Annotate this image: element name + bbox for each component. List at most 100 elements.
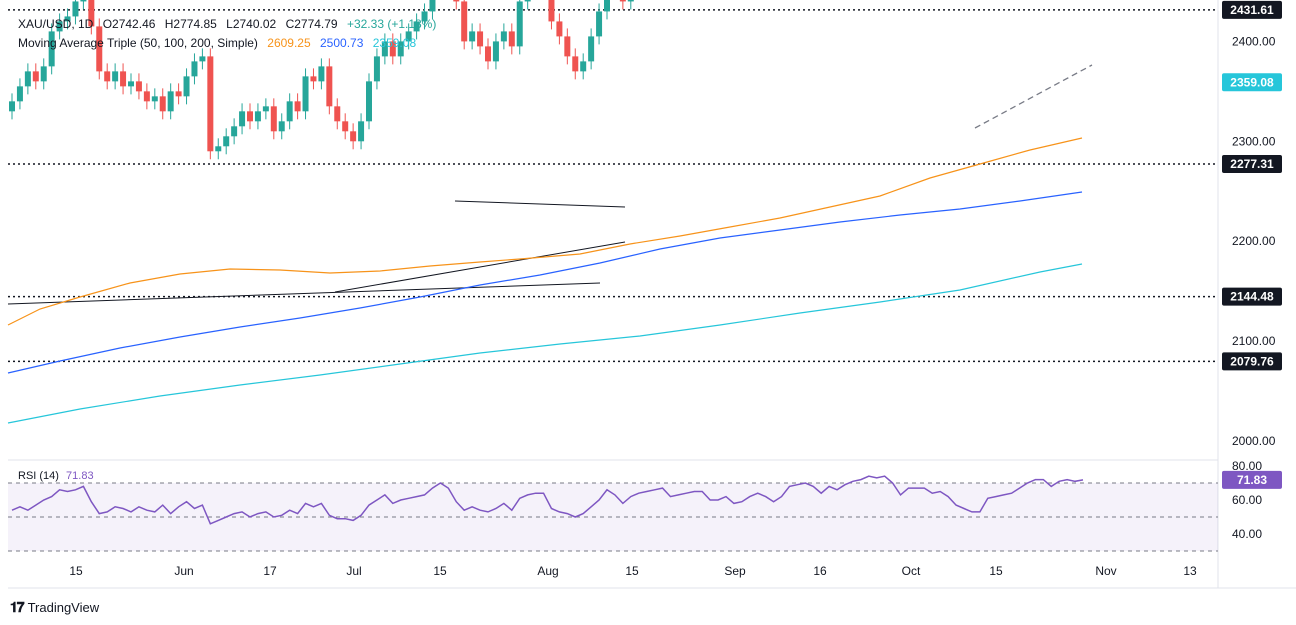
open-value: O2742.46 <box>102 17 156 31</box>
x-tick-label: Jul <box>346 564 361 578</box>
candle-body[interactable] <box>56 21 63 32</box>
rsi-value-badge-text: 71.83 <box>1237 473 1267 487</box>
candle-body[interactable] <box>627 0 634 2</box>
ma-label[interactable]: Moving Average Triple (50, 100, 200, Sim… <box>18 36 258 50</box>
candle-body[interactable] <box>80 0 87 2</box>
ma200-line <box>7 263 1083 424</box>
candle-body[interactable] <box>167 91 174 112</box>
candle-body[interactable] <box>572 56 579 72</box>
candle-body[interactable] <box>199 56 206 62</box>
candle-body[interactable] <box>207 56 214 152</box>
candle-body[interactable] <box>342 121 349 132</box>
candle-body[interactable] <box>516 1 523 47</box>
candle-body[interactable] <box>389 41 396 57</box>
candle-body[interactable] <box>461 1 468 42</box>
candle-body[interactable] <box>326 66 333 107</box>
candle-body[interactable] <box>32 71 39 82</box>
x-tick-label: Aug <box>537 564 558 578</box>
candle-body[interactable] <box>492 41 499 62</box>
ma-legend: Moving Average Triple (50, 100, 200, Sim… <box>18 36 422 50</box>
candle-body[interactable] <box>334 106 341 122</box>
candle-body[interactable] <box>9 101 15 112</box>
candle-body[interactable] <box>120 71 127 87</box>
candle-body[interactable] <box>381 41 388 57</box>
candle-body[interactable] <box>397 41 404 57</box>
candle-body[interactable] <box>469 31 476 42</box>
candle-body[interactable] <box>88 0 95 27</box>
trend-line <box>454 200 626 208</box>
rsi-value: 71.83 <box>66 470 94 482</box>
symbol-label[interactable]: XAU/USD, 1D <box>18 17 94 31</box>
candle-body[interactable] <box>366 81 372 122</box>
candle-body[interactable] <box>40 66 47 82</box>
symbol-ohlc-legend: XAU/USD, 1D O2742.46 H2774.85 L2740.02 C… <box>18 17 442 31</box>
candle-body[interactable] <box>231 126 238 137</box>
candle-body[interactable] <box>16 86 23 102</box>
candle-body[interactable] <box>318 66 325 82</box>
candle-body[interactable] <box>580 61 587 72</box>
candle-body[interactable] <box>254 111 261 122</box>
candle-body[interactable] <box>350 131 357 142</box>
candle-body[interactable] <box>159 96 166 112</box>
candle-body[interactable] <box>500 31 507 42</box>
rsi-label[interactable]: RSI (14) <box>18 470 59 482</box>
price-tick-label: 2000.00 <box>1232 434 1276 448</box>
ma50-value: 2609.25 <box>267 36 311 50</box>
candle-body[interactable] <box>524 0 531 2</box>
candle-body[interactable] <box>278 121 285 132</box>
candle-body[interactable] <box>373 56 380 82</box>
candle-body[interactable] <box>302 76 309 112</box>
candle-body[interactable] <box>429 0 436 12</box>
candle-body[interactable] <box>294 101 301 112</box>
candle-body[interactable] <box>48 31 55 67</box>
candle-body[interactable] <box>556 21 563 37</box>
candle-body[interactable] <box>596 11 603 37</box>
candle-body[interactable] <box>191 61 198 77</box>
candle-body[interactable] <box>239 111 246 127</box>
candle-body[interactable] <box>270 106 277 132</box>
candle-body[interactable] <box>310 76 317 82</box>
price-label-badge <box>1222 154 1282 173</box>
candle-body[interactable] <box>485 46 491 62</box>
tradingview-icon: 𝟏𝟕 <box>10 599 25 615</box>
candle-body[interactable] <box>564 36 571 57</box>
candle-body[interactable] <box>477 31 484 47</box>
candle-body[interactable] <box>104 71 111 82</box>
candle-body[interactable] <box>548 0 555 22</box>
candle-body[interactable] <box>588 36 595 62</box>
low-value: L2740.02 <box>226 17 277 31</box>
candle-body[interactable] <box>183 76 190 97</box>
candle-body[interactable] <box>112 71 119 82</box>
price-label-text: 2144.48 <box>1230 290 1274 304</box>
rsi-value-badge <box>1222 470 1282 489</box>
candle-body[interactable] <box>604 0 610 12</box>
candle-body[interactable] <box>143 91 150 102</box>
candle-body[interactable] <box>508 31 515 47</box>
tradingview-logo[interactable]: 𝟏𝟕 TradingView <box>10 599 99 616</box>
candle-body[interactable] <box>413 21 420 32</box>
price-label-text: 2079.76 <box>1230 354 1274 368</box>
candle-body[interactable] <box>286 101 293 122</box>
x-tick-label: 15 <box>625 564 639 578</box>
candle-body[interactable] <box>64 16 71 22</box>
candle-body[interactable] <box>358 121 365 142</box>
candle-body[interactable] <box>421 11 428 22</box>
candle-body[interactable] <box>24 71 31 87</box>
ma100-line <box>7 191 1083 374</box>
candle-body[interactable] <box>128 81 134 87</box>
candle-body[interactable] <box>96 26 103 72</box>
candle-body[interactable] <box>72 1 79 17</box>
candle-body[interactable] <box>175 91 182 97</box>
rsi-tick-label: 80.00 <box>1232 459 1262 473</box>
candle-body[interactable] <box>151 96 158 102</box>
price-label-badge <box>1222 0 1282 19</box>
candle-body[interactable] <box>215 146 222 152</box>
candle-body[interactable] <box>453 0 460 2</box>
candle-body[interactable] <box>135 81 142 92</box>
candle-body[interactable] <box>405 31 412 42</box>
candle-body[interactable] <box>247 111 253 122</box>
candle-body[interactable] <box>223 136 230 147</box>
candle-body[interactable] <box>262 106 269 112</box>
candle-body[interactable] <box>619 0 626 2</box>
